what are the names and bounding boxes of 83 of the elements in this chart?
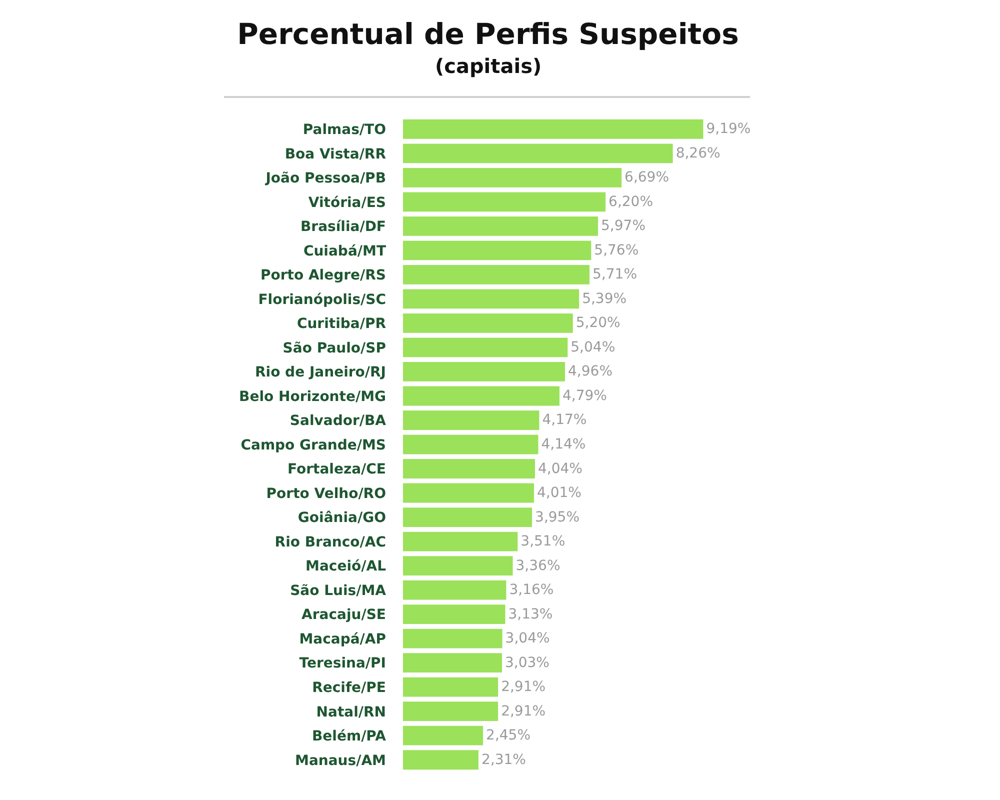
data-label: 2,31% bbox=[481, 752, 526, 768]
bar bbox=[403, 144, 673, 164]
bar bbox=[403, 119, 704, 139]
data-label: 3,51% bbox=[520, 534, 566, 550]
y-tick-label: Brasília/DF bbox=[300, 219, 386, 236]
data-label: 8,26% bbox=[676, 145, 720, 162]
bar bbox=[403, 434, 538, 454]
bar bbox=[403, 532, 518, 552]
y-tick-label: Belém/PA bbox=[312, 728, 386, 745]
data-label: 5,71% bbox=[592, 266, 638, 283]
data-label: 3,04% bbox=[505, 630, 550, 647]
data-label: 6,20% bbox=[608, 194, 654, 210]
data-label: 4,79% bbox=[562, 388, 607, 404]
y-tick-label: Aracaju/SE bbox=[302, 607, 386, 624]
data-label: 3,13% bbox=[508, 606, 553, 622]
bar bbox=[403, 628, 502, 648]
data-label: 4,14% bbox=[541, 436, 586, 452]
y-tick-label: Porto Alegre/RS bbox=[260, 268, 386, 284]
data-label: 2,91% bbox=[501, 703, 546, 720]
y-tick-label: Maceió/AL bbox=[306, 558, 386, 575]
bar bbox=[403, 240, 592, 260]
bar bbox=[403, 314, 573, 333]
bar bbox=[403, 386, 560, 406]
y-tick-label: Boa Vista/RR bbox=[284, 146, 386, 162]
data-label: 9,19% bbox=[706, 121, 751, 138]
bar bbox=[403, 653, 502, 673]
y-tick-label: Porto Velho/RO bbox=[266, 486, 386, 502]
data-label: 5,04% bbox=[570, 339, 616, 356]
data-label: 3,03% bbox=[504, 654, 550, 671]
y-tick-label: Manaus/AM bbox=[295, 752, 386, 769]
y-tick-label: São Paulo/SP bbox=[282, 340, 386, 356]
data-label: 3,16% bbox=[509, 582, 554, 598]
bar bbox=[403, 726, 484, 746]
data-label: 4,96% bbox=[568, 364, 613, 380]
data-label: 3,36% bbox=[516, 558, 560, 574]
data-label: 6,69% bbox=[624, 170, 670, 186]
data-label: 4,04% bbox=[538, 460, 582, 477]
y-tick-label: Florianópolis/SC bbox=[258, 292, 386, 308]
data-label: 4,01% bbox=[536, 485, 582, 502]
y-tick-label: Palmas/TO bbox=[302, 122, 386, 138]
bar bbox=[403, 604, 506, 624]
bar bbox=[403, 580, 506, 600]
data-label: 4,17% bbox=[542, 412, 587, 428]
y-tick-label: Rio Branco/AC bbox=[274, 534, 386, 550]
y-tick-label: Rio de Janeiro/RJ bbox=[254, 364, 386, 381]
bar bbox=[403, 459, 535, 478]
bar bbox=[403, 750, 478, 770]
y-tick-label: Salvador/BA bbox=[290, 413, 386, 430]
y-tick-label: Teresina/PI bbox=[299, 656, 386, 672]
bar bbox=[403, 216, 598, 236]
y-tick-label: Macapá/AP bbox=[299, 631, 386, 648]
y-tick-label: Recife/PE bbox=[312, 680, 386, 696]
chart-title: Percentual de Perfis Suspeitos bbox=[237, 17, 739, 52]
data-label: 5,39% bbox=[582, 290, 627, 307]
bar bbox=[403, 264, 590, 284]
y-tick-label: Natal/RN bbox=[316, 704, 386, 720]
data-label: 5,97% bbox=[601, 218, 646, 234]
bar bbox=[403, 483, 534, 503]
bar bbox=[403, 556, 513, 576]
bar bbox=[403, 289, 580, 309]
bar bbox=[403, 508, 532, 527]
bar bbox=[403, 192, 606, 212]
bar bbox=[403, 677, 498, 697]
bar bbox=[403, 168, 622, 188]
y-tick-label: Curitiba/PR bbox=[296, 316, 386, 332]
chart-subtitle: (capitais) bbox=[435, 54, 542, 78]
y-tick-label: Goiânia/GO bbox=[298, 510, 386, 526]
y-tick-label: Fortaleza/CE bbox=[288, 462, 386, 478]
data-label: 2,91% bbox=[501, 679, 546, 696]
y-tick-label: Campo Grande/MS bbox=[240, 437, 386, 454]
y-tick-label: Belo Horizonte/MG bbox=[239, 388, 386, 405]
bar bbox=[403, 362, 566, 382]
data-label: 2,45% bbox=[486, 728, 531, 744]
bar bbox=[403, 702, 498, 722]
bar bbox=[403, 338, 568, 358]
y-tick-label: Vitória/ES bbox=[308, 194, 386, 211]
data-label: 5,20% bbox=[576, 315, 620, 332]
y-tick-label: São Luis/MA bbox=[290, 582, 386, 599]
y-tick-label: João Pessoa/PB bbox=[264, 170, 386, 187]
data-label: 3,95% bbox=[535, 509, 580, 526]
y-tick-label: Cuiabá/MT bbox=[303, 243, 386, 260]
data-label: 5,76% bbox=[594, 242, 639, 258]
bar bbox=[403, 410, 540, 430]
